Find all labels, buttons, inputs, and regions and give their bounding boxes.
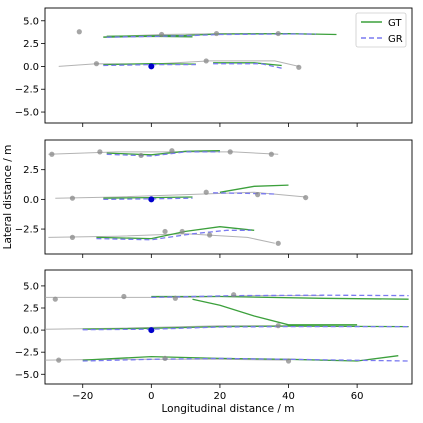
panel-3-frame	[44, 269, 413, 385]
gray-point	[275, 30, 281, 37]
y-tick-label: 2.5	[23, 304, 39, 315]
panel-1-series	[58, 29, 337, 70]
gray-point	[227, 149, 233, 155]
x-tick-label: 20	[214, 391, 227, 402]
gr-lane-line	[213, 192, 275, 195]
y-tick-label: 5.0	[23, 16, 39, 27]
y-tick-label: 0.0	[23, 195, 39, 206]
gr-lane-line	[82, 357, 409, 362]
gray-point	[69, 195, 76, 201]
gray-point	[69, 234, 76, 240]
y-tick-label: 5.0	[23, 281, 39, 292]
panel-3: 5.0 2.5 0.0 −2.5 −5.0 −20 0 20 40 60 Longitudinal…	[15, 269, 413, 415]
gray-track-line	[45, 295, 323, 298]
y-tick-label: 0.0	[23, 326, 39, 337]
panel-1-frame	[44, 7, 413, 124]
gt-lane-line	[106, 150, 220, 156]
ego-vehicle-marker	[148, 327, 155, 334]
legend: GT GR	[355, 12, 407, 48]
gray-point	[231, 292, 237, 298]
gray-point	[121, 293, 127, 300]
gr-lane-line	[106, 33, 316, 38]
gray-point	[138, 152, 144, 159]
gray-point	[303, 194, 309, 201]
y-tick-label: −2.5	[15, 225, 39, 236]
gray-point	[52, 296, 58, 302]
panel-1-ticks: 5.0 2.5 0.0 −2.5 −5.0	[15, 16, 358, 127]
gray-point	[275, 240, 281, 246]
gray-point	[56, 357, 62, 363]
y-tick-label: 0.0	[23, 62, 39, 73]
gray-point	[172, 295, 178, 301]
panel-1: 5.0 2.5 0.0 −2.5 −5.0 GT GR	[15, 7, 413, 127]
ego-vehicle-marker	[148, 196, 155, 203]
gray-point	[49, 151, 55, 157]
x-axis-label: Longitudinal distance / m	[162, 403, 295, 415]
y-tick-label: 2.5	[23, 39, 39, 50]
x-tick-label: 40	[282, 391, 295, 402]
gray-point	[213, 30, 220, 37]
gray-point	[97, 149, 103, 155]
gray-track-line	[44, 325, 289, 330]
gr-lane-line	[96, 229, 251, 241]
gt-lane-line	[192, 298, 358, 326]
legend-gr-label: GR	[388, 34, 403, 45]
y-tick-label: −2.5	[15, 85, 39, 96]
gray-point	[207, 232, 213, 238]
gray-point	[203, 189, 209, 195]
y-tick-label: −5.0	[15, 108, 39, 119]
gr-lane-line	[213, 63, 282, 69]
gray-point	[275, 323, 281, 329]
gr-lane-line	[82, 325, 409, 331]
x-tick-label: −20	[72, 391, 93, 402]
gray-track-line	[58, 60, 299, 67]
gray-track-line	[48, 233, 275, 244]
gray-track-line	[44, 358, 289, 361]
gray-point	[162, 228, 168, 235]
ego-vehicle-marker	[148, 63, 155, 70]
gray-point	[93, 61, 100, 67]
gt-lane-line	[151, 295, 409, 300]
y-tick-label: 2.5	[23, 165, 39, 176]
gr-lane-line	[151, 294, 409, 299]
y-tick-label: −5.0	[15, 370, 39, 381]
legend-gt-label: GT	[388, 18, 402, 29]
panel-3-series	[44, 292, 409, 364]
y-axis-label: Lateral distance / m	[2, 145, 14, 250]
gray-point	[285, 358, 292, 364]
gt-lane-line	[96, 226, 255, 240]
panel-2-ticks: 2.5 0.0 −2.5	[15, 165, 358, 258]
panel-2-series	[48, 148, 309, 246]
gray-point	[179, 228, 185, 235]
gray-point	[76, 29, 82, 35]
gray-point	[255, 192, 261, 198]
gray-point	[268, 151, 274, 157]
gray-point	[203, 58, 209, 64]
panel-2: 2.5 0.0 −2.5 Lateral distance / m	[2, 139, 413, 258]
gray-point	[169, 148, 175, 154]
gr-lane-line	[106, 151, 220, 157]
gray-point	[296, 64, 302, 70]
panel-3-ticks: 5.0 2.5 0.0 −2.5 −5.0 −20 0 20 40 60	[15, 281, 364, 402]
x-tick-label: 0	[148, 391, 154, 402]
y-tick-label: −2.5	[15, 348, 39, 359]
x-tick-label: 60	[351, 391, 364, 402]
gt-lane-line	[219, 184, 289, 193]
gray-point	[162, 355, 168, 361]
gt-lane-line	[213, 62, 282, 67]
panel-2-frame	[44, 139, 413, 255]
gray-point	[159, 31, 165, 38]
